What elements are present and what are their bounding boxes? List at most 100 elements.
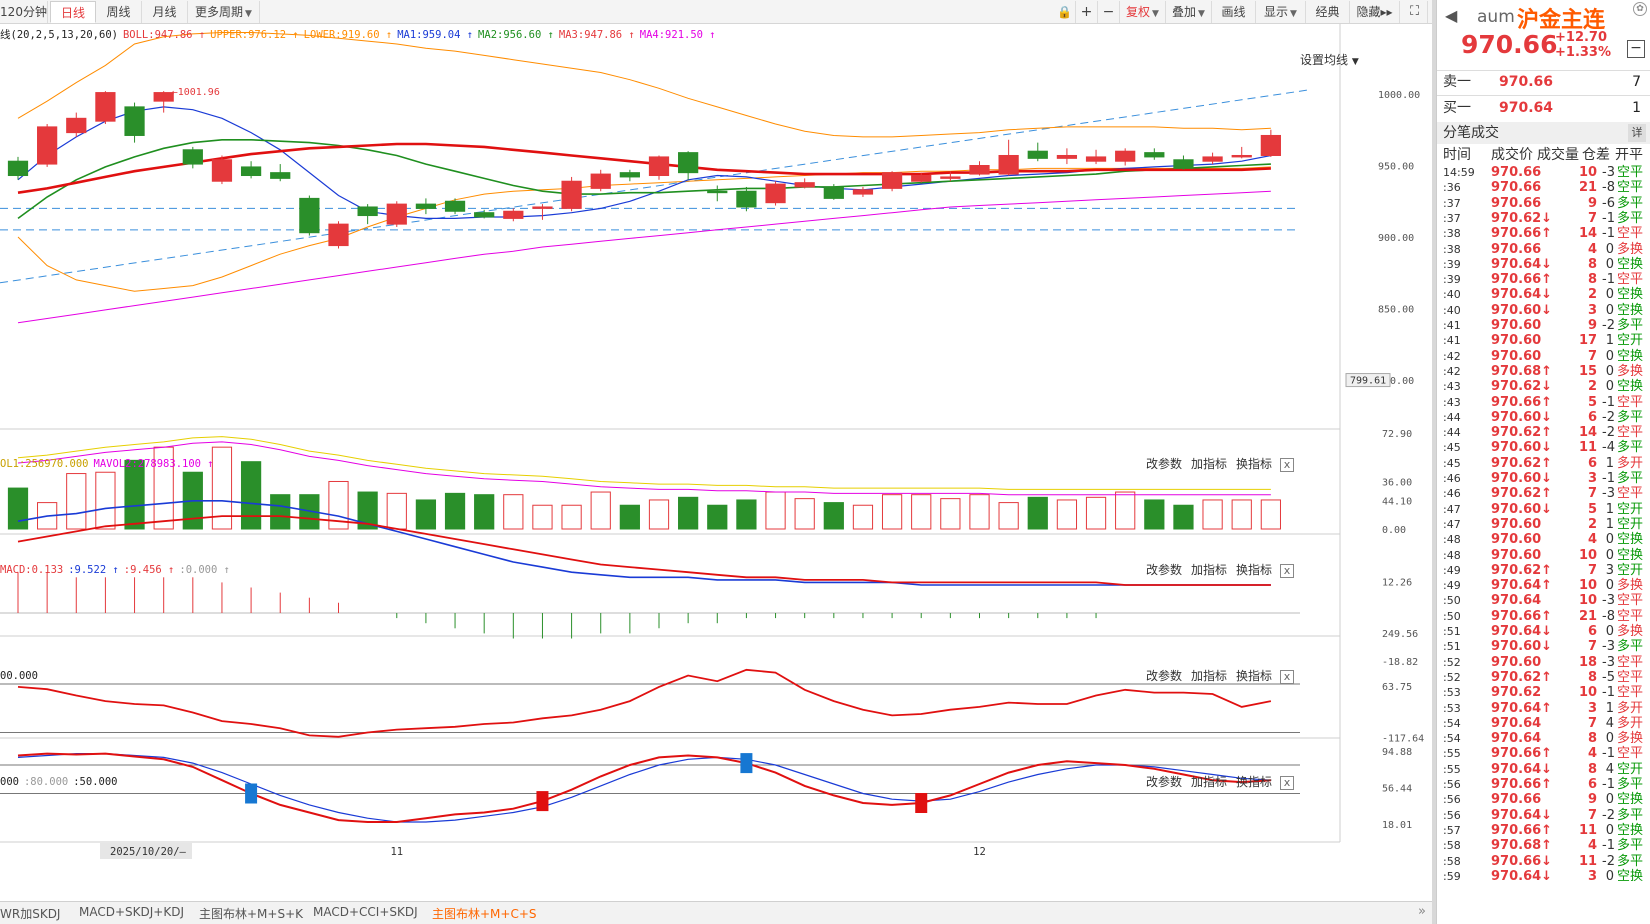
tick-time: :55	[1443, 747, 1461, 761]
switch-indicator-button[interactable]: 换指标	[1235, 669, 1272, 683]
tick-time: :43	[1443, 380, 1461, 394]
indicator-value: 00.000	[0, 670, 38, 682]
candle-body	[707, 190, 728, 194]
tick-type: 空开	[1617, 501, 1644, 517]
tick-oi-diff: -8	[1602, 180, 1615, 196]
change-params-button[interactable]: 改参数	[1145, 669, 1182, 683]
period-120min[interactable]: 120分钟	[0, 1, 48, 23]
tick-row: :58 970.66↓ 11 -2 多平	[1437, 854, 1650, 869]
adjust-label: 复权	[1126, 5, 1151, 19]
add-indicator-button[interactable]: 加指标	[1190, 563, 1227, 577]
change-params-button[interactable]: 改参数	[1145, 775, 1182, 789]
add-indicator-button[interactable]: 加指标	[1190, 669, 1227, 683]
tick-type: 空换	[1617, 822, 1644, 838]
tick-row: :43 970.66↑ 5 -1 空平	[1437, 395, 1650, 410]
period-daily[interactable]: 日线	[50, 1, 96, 23]
display-dropdown[interactable]: 显示 ▼	[1256, 1, 1306, 23]
candle-body	[37, 126, 58, 165]
tick-volume: 11	[1579, 853, 1598, 869]
switch-indicator-button[interactable]: 换指标	[1235, 457, 1272, 471]
tick-row: :54 970.64 8 0 多换	[1437, 731, 1650, 746]
tick-oi-diff: 3	[1605, 562, 1614, 578]
indicator-value: MACD:0.133	[0, 564, 64, 576]
switch-indicator-button[interactable]: 换指标	[1235, 563, 1272, 577]
tick-type: 空换	[1617, 532, 1644, 548]
volume-bar	[1260, 499, 1281, 530]
scroll-right-icon[interactable]: »	[1418, 904, 1426, 919]
tick-price: 970.64↓	[1491, 624, 1553, 639]
favorite-icon[interactable]: ✿	[1633, 2, 1647, 16]
add-indicator-button[interactable]: 加指标	[1190, 775, 1227, 789]
back-icon[interactable]: ◀	[1445, 6, 1458, 25]
more-periods-dropdown[interactable]: 更多周期 ▼	[188, 1, 260, 23]
close-icon[interactable]: x	[1280, 457, 1294, 472]
volume-bar	[852, 504, 874, 530]
ask-label: 卖一	[1443, 74, 1471, 90]
tick-price: 970.66↑	[1491, 394, 1553, 410]
tick-volume: 15	[1579, 363, 1598, 379]
tick-type: 空换	[1617, 868, 1644, 884]
tick-row: :38 970.66 4 0 多换	[1437, 242, 1650, 257]
tick-oi-diff: 1	[1605, 455, 1614, 471]
tick-price: 970.60↓	[1491, 302, 1553, 318]
tick-price: 970.66↑	[1491, 746, 1553, 762]
peak-price-label: ←1001.96	[172, 87, 220, 98]
indicator-value: MA4:921.50 ↑	[639, 29, 716, 41]
tick-type: 多平	[1617, 409, 1644, 425]
tick-type: 空平	[1617, 654, 1644, 670]
draw-button[interactable]: 画线	[1212, 1, 1256, 23]
tab-boll-m-s-k[interactable]: 主图布林+M+S+K	[199, 907, 304, 921]
candle-body	[1260, 134, 1281, 156]
ticks-detail-button[interactable]: 详	[1628, 124, 1646, 142]
tab-boll-m-c-s[interactable]: 主图布林+M+C+S	[432, 907, 537, 921]
tick-type: 多换	[1617, 624, 1644, 639]
add-indicator-button[interactable]: 加指标	[1190, 457, 1227, 471]
panel-splitter[interactable]	[1432, 0, 1436, 924]
tick-volume: 10	[1579, 547, 1598, 563]
adjust-dropdown[interactable]: 复权 ▼	[1120, 1, 1166, 23]
change-params-button[interactable]: 改参数	[1145, 563, 1182, 577]
hide-button[interactable]: 隐藏▸▸	[1350, 1, 1400, 23]
tick-price: 970.64↑	[1491, 578, 1553, 594]
candle-body	[1144, 152, 1165, 158]
tick-price: 970.60↓	[1491, 409, 1553, 425]
volume-bar	[270, 494, 291, 530]
tick-row: 14:59 970.66 10 -3 空平	[1437, 165, 1650, 180]
tick-price: 970.66↑	[1491, 226, 1553, 242]
cci-panel-tools: 改参数 加指标 换指标 x	[1137, 667, 1294, 685]
tick-oi-diff: -3	[1602, 165, 1615, 180]
plus-icon[interactable]: +	[1076, 1, 1098, 23]
period-monthly[interactable]: 月线	[142, 1, 188, 23]
change-params-button[interactable]: 改参数	[1145, 457, 1182, 471]
lock-icon[interactable]: 🔒	[1054, 1, 1076, 23]
tick-time: :38	[1443, 227, 1461, 241]
tick-price: 970.68↑	[1491, 363, 1553, 379]
close-icon[interactable]: x	[1280, 775, 1294, 790]
minus-icon[interactable]: −	[1098, 1, 1120, 23]
switch-indicator-button[interactable]: 换指标	[1235, 775, 1272, 789]
volume-bar	[444, 492, 466, 530]
volume-bar	[590, 491, 611, 530]
tick-oi-diff: 0	[1605, 822, 1614, 838]
tick-type: 空开	[1617, 761, 1644, 777]
volume-bar	[1231, 499, 1252, 530]
tick-oi-diff: -1	[1602, 685, 1615, 701]
close-icon[interactable]: x	[1280, 563, 1294, 578]
last-price-tag	[1345, 373, 1391, 388]
candle-body	[7, 160, 29, 177]
fullscreen-icon[interactable]: ⛶	[1402, 1, 1428, 23]
tab-wr-skdj[interactable]: WR加SKDJ	[0, 907, 61, 921]
collapse-icon[interactable]: −	[1627, 40, 1645, 58]
tick-price: 970.60	[1491, 654, 1542, 670]
period-weekly[interactable]: 周线	[96, 1, 142, 23]
overlay-dropdown[interactable]: 叠加 ▼	[1166, 1, 1212, 23]
tick-time: :37	[1443, 196, 1461, 210]
tab-macd-cci-skdj[interactable]: MACD+CCI+SKDJ	[313, 905, 418, 919]
ma-setting-dropdown[interactable]: 设置均线 ▼	[1300, 51, 1359, 68]
y-tick-label: 800.00	[1378, 376, 1414, 387]
classic-button[interactable]: 经典	[1306, 1, 1350, 23]
tab-macd-skdj-kdj[interactable]: MACD+SKDJ+KDJ	[79, 905, 184, 919]
volume-bar	[881, 494, 903, 530]
candle-body	[532, 206, 553, 209]
close-icon[interactable]: x	[1280, 669, 1294, 684]
